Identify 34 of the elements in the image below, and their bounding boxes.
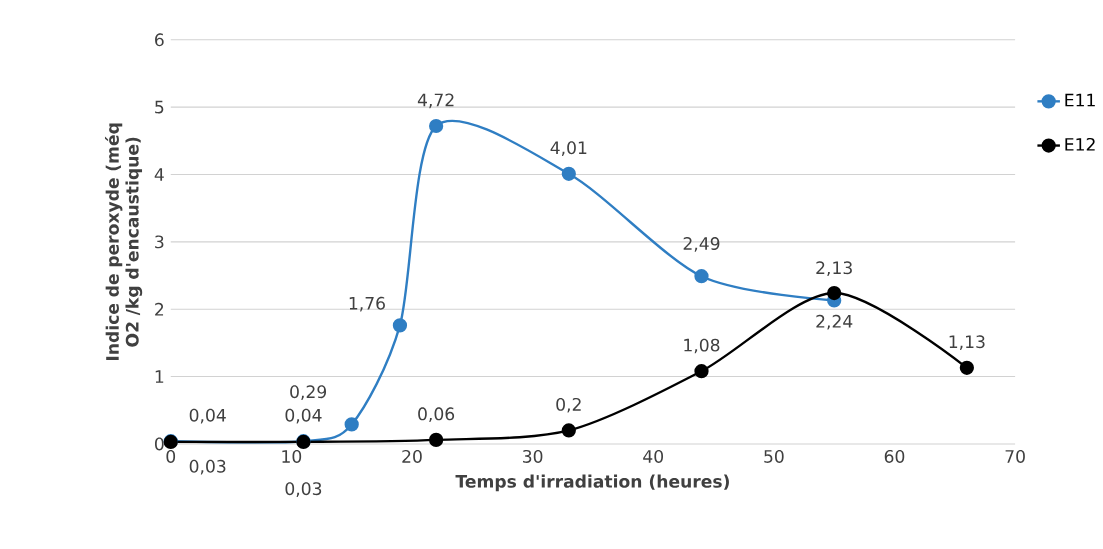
legend-label: E11 xyxy=(1065,93,1095,107)
x-tick-label: 30 xyxy=(523,449,543,463)
y-axis-title: Indice de peroxyde (méq O2 /kg d'encaustique) xyxy=(104,123,143,361)
y-tick-label: 3 xyxy=(155,235,164,249)
x-tick-label: 70 xyxy=(1005,449,1025,463)
data-label: 0,29 xyxy=(290,385,327,400)
data-label: 4,01 xyxy=(550,141,587,156)
y-tick-label: 2 xyxy=(155,302,164,316)
x-tick-label: 10 xyxy=(282,449,302,463)
y-tick-label: 4 xyxy=(154,168,164,181)
y-tick-label: 0 xyxy=(155,437,164,451)
data-label: 0,03 xyxy=(285,482,322,497)
x-axis-title: Temps d'irradiation (heures) xyxy=(455,474,729,492)
data-label: 4,72 xyxy=(417,93,454,109)
x-tick-label: 60 xyxy=(884,449,905,463)
legend-label: E12 xyxy=(1065,137,1095,151)
data-label: 0,04 xyxy=(189,408,226,424)
data-label: 1,76 xyxy=(349,296,385,312)
x-tick-label: 50 xyxy=(764,449,784,463)
x-tick-label: 20 xyxy=(402,449,422,463)
data-label: 1,08 xyxy=(684,338,720,354)
data-label: 2,24 xyxy=(816,314,853,330)
y-tick-label: 5 xyxy=(155,100,164,114)
data-label: 2,13 xyxy=(816,261,852,277)
data-label: 0,04 xyxy=(285,408,322,424)
y-tick-label: 6 xyxy=(155,33,164,47)
x-tick-label: 0 xyxy=(166,449,176,463)
data-label: 0,06 xyxy=(418,407,455,423)
data-label: 0,03 xyxy=(189,459,226,475)
y-tick-label: 1 xyxy=(155,370,164,383)
data-label: 2,49 xyxy=(683,237,720,252)
data-label: 0,2 xyxy=(556,397,581,413)
x-tick-label: 40 xyxy=(643,449,663,463)
data-label: 1,13 xyxy=(949,335,985,350)
